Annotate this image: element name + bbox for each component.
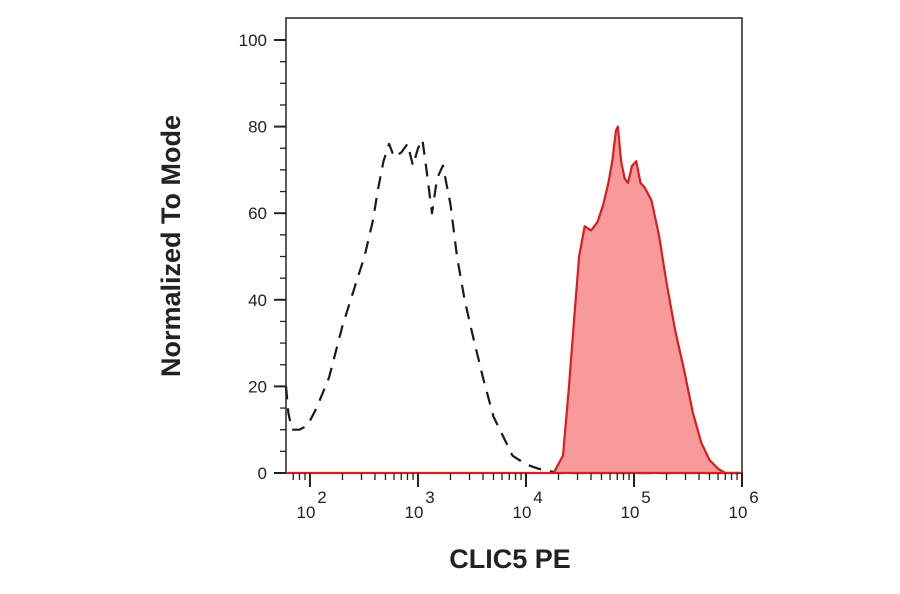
y-tick-label: 20 [248, 377, 267, 396]
y-tick-label: 80 [248, 118, 267, 137]
x-axis-title: CLIC5 PE [449, 544, 571, 574]
y-tick-label: 60 [248, 204, 267, 223]
stained-histogram-1 [284, 125, 744, 475]
x-tick-label: 10 [513, 503, 532, 522]
x-tick-label: 10 [729, 503, 748, 522]
control-histogram-0 [284, 138, 742, 475]
x-tick-label: 10 [405, 503, 424, 522]
x-tick-label: 10 [621, 503, 640, 522]
x-tick-exponent: 2 [317, 488, 326, 507]
x-tick-label: 10 [297, 503, 316, 522]
x-tick-exponent: 3 [425, 488, 434, 507]
x-tick-exponent: 4 [533, 488, 542, 507]
y-tick-label: 0 [258, 464, 267, 483]
y-axis-title: Normalized To Mode [156, 115, 186, 377]
y-tick-label: 40 [248, 291, 267, 310]
y-tick-label: 100 [239, 31, 267, 50]
x-tick-exponent: 5 [641, 488, 650, 507]
x-tick-exponent: 6 [749, 488, 758, 507]
series-layer [284, 125, 744, 475]
